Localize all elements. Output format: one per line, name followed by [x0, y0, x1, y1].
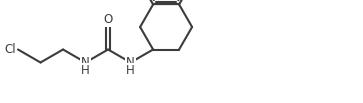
Text: N: N: [126, 56, 135, 69]
Text: Cl: Cl: [4, 43, 16, 56]
Text: O: O: [103, 13, 113, 26]
Text: N: N: [81, 56, 90, 69]
Text: H: H: [81, 64, 90, 77]
Text: H: H: [126, 64, 135, 77]
